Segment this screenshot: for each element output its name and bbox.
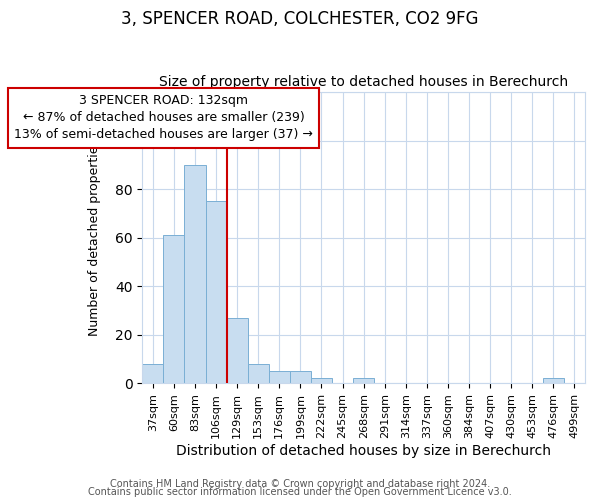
Bar — [543, 378, 564, 383]
Bar — [311, 378, 332, 383]
Bar — [269, 371, 290, 383]
Bar — [353, 378, 374, 383]
Bar — [290, 371, 311, 383]
Text: 3, SPENCER ROAD, COLCHESTER, CO2 9FG: 3, SPENCER ROAD, COLCHESTER, CO2 9FG — [121, 10, 479, 28]
Y-axis label: Number of detached properties: Number of detached properties — [88, 139, 101, 336]
Bar — [163, 235, 184, 383]
Bar — [248, 364, 269, 383]
X-axis label: Distribution of detached houses by size in Berechurch: Distribution of detached houses by size … — [176, 444, 551, 458]
Text: Contains HM Land Registry data © Crown copyright and database right 2024.: Contains HM Land Registry data © Crown c… — [110, 479, 490, 489]
Bar — [227, 318, 248, 383]
Bar — [206, 201, 227, 383]
Bar — [142, 364, 163, 383]
Title: Size of property relative to detached houses in Berechurch: Size of property relative to detached ho… — [159, 76, 568, 90]
Text: Contains public sector information licensed under the Open Government Licence v3: Contains public sector information licen… — [88, 487, 512, 497]
Bar — [184, 165, 206, 383]
Text: 3 SPENCER ROAD: 132sqm
← 87% of detached houses are smaller (239)
13% of semi-de: 3 SPENCER ROAD: 132sqm ← 87% of detached… — [14, 94, 313, 142]
